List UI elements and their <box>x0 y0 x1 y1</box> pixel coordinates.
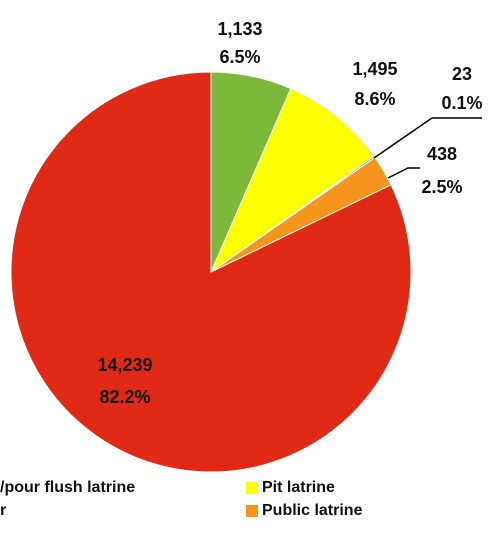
legend-label: r <box>0 502 6 519</box>
legend-label: /pour flush latrine <box>0 479 135 496</box>
value-label: 23 <box>452 64 472 84</box>
legend-label: Pit latrine <box>262 479 335 496</box>
legend-swatch <box>246 505 258 517</box>
leader-line <box>387 167 420 179</box>
pie-slice <box>209 87 375 274</box>
percent-label: 8.6% <box>354 89 395 109</box>
percent-label: 82.2% <box>99 387 150 407</box>
legend-label: Public latrine <box>262 502 363 519</box>
percent-label: 0.1% <box>441 93 482 113</box>
leader-line <box>373 117 482 159</box>
percent-label: 2.5% <box>421 177 462 197</box>
pie-slice <box>10 71 412 473</box>
value-label: 438 <box>427 144 457 164</box>
value-label: 14,239 <box>97 355 152 375</box>
value-label: 1,495 <box>352 59 397 79</box>
legend-swatch <box>246 482 258 494</box>
percent-label: 6.5% <box>219 47 260 67</box>
value-label: 1,133 <box>217 19 262 39</box>
